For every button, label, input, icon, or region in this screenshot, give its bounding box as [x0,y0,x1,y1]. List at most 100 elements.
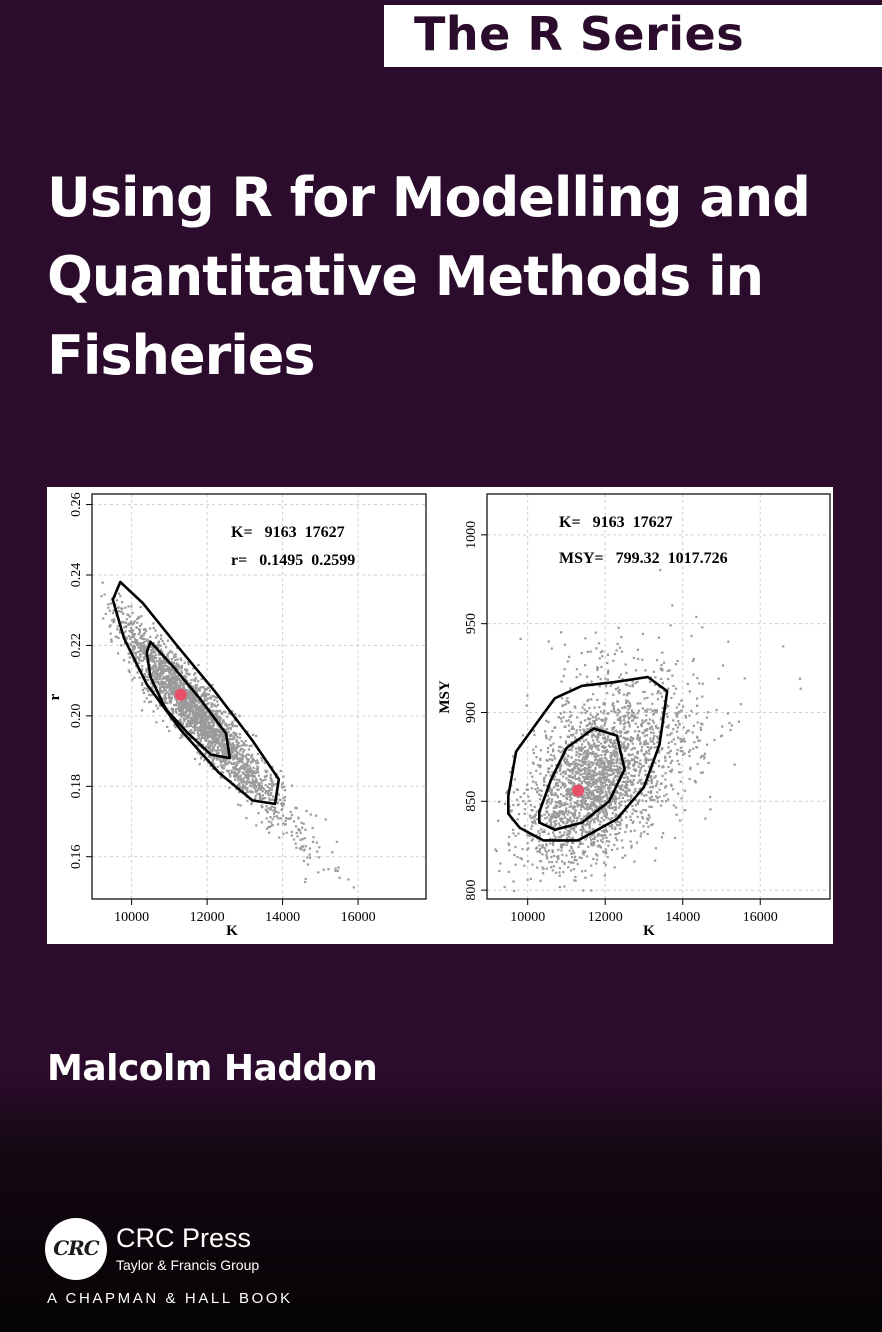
data-point [598,759,601,763]
data-point [799,687,802,690]
data-point [530,839,533,842]
data-point [639,787,642,790]
data-point [564,770,567,773]
data-point [195,684,198,687]
data-point [523,808,527,811]
data-point [322,868,325,871]
data-point [219,727,222,730]
data-point [624,706,627,709]
data-point [217,728,220,731]
data-point [232,749,235,752]
data-point [613,754,616,757]
data-point [177,684,180,687]
data-point [559,843,563,846]
data-point [203,715,206,718]
data-point [181,705,184,708]
data-point [569,816,572,819]
data-point [600,665,603,668]
data-point [202,719,205,722]
data-point [641,721,644,725]
data-point [628,716,632,719]
data-point [334,869,337,872]
data-point [595,853,598,856]
data-point [664,756,667,760]
data-point [590,680,593,683]
data-point [642,825,645,828]
plot-frame [91,493,427,900]
data-point [243,749,246,752]
data-point [507,842,510,845]
data-point [592,843,595,846]
data-point [532,816,535,819]
data-point [134,640,137,643]
data-point [512,828,515,831]
data-point [595,746,598,749]
data-point [218,719,221,722]
data-point [497,819,500,822]
data-point [582,760,585,763]
data-point [574,879,577,882]
data-point [232,751,235,754]
data-point [223,734,226,737]
data-point [199,725,202,728]
data-point [635,810,638,813]
data-point [219,776,222,779]
data-point [609,738,613,741]
data-point [213,734,217,737]
data-point [127,613,130,617]
data-point [131,611,134,614]
data-point [589,784,592,787]
data-point [581,773,584,776]
data-point [550,866,553,869]
data-point [120,610,123,614]
data-point [692,724,695,727]
data-point [167,658,170,661]
data-point [581,799,584,802]
data-point [594,781,597,784]
data-point [145,670,148,673]
data-point [570,827,573,830]
data-point [539,772,542,775]
data-point [210,743,213,746]
data-point [236,735,239,738]
data-point [626,684,629,687]
data-point [245,776,248,779]
data-point [706,711,710,714]
data-point [597,791,600,794]
data-point [674,687,678,690]
data-point [563,711,566,714]
data-point [627,762,630,765]
data-point [237,777,240,780]
data-point [256,759,259,762]
data-point [657,765,661,768]
data-point [272,795,275,798]
data-point [623,776,626,779]
data-point [609,833,612,836]
data-point [560,746,563,749]
data-point [728,721,731,725]
data-point [531,838,534,841]
data-point [578,779,581,782]
data-point [317,871,320,874]
data-point [619,827,622,830]
data-point [654,676,657,679]
data-point [649,676,653,679]
data-point [798,677,802,680]
data-point [173,678,176,681]
data-point [145,629,148,632]
data-point [241,756,244,759]
data-point [651,770,654,774]
data-point [595,744,598,747]
data-point [201,686,204,689]
data-point [201,704,204,707]
data-point [590,838,593,842]
data-point [618,710,621,713]
data-point [587,845,590,848]
data-point [585,836,588,839]
data-point [250,761,253,764]
data-point [128,615,131,618]
data-point [257,761,260,764]
data-point [595,752,598,755]
data-point [271,824,274,827]
data-point [548,790,551,793]
